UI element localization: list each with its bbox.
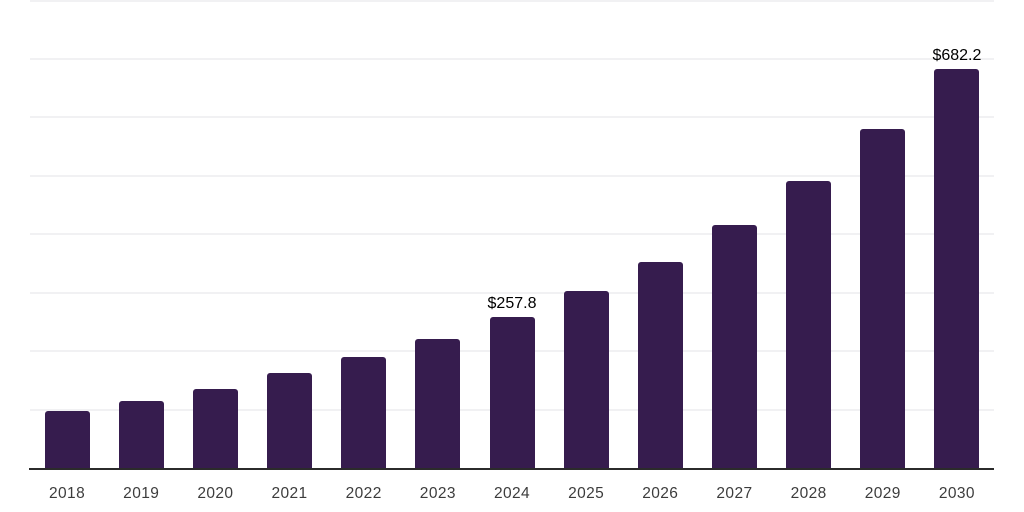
x-tick-2022: 2022 xyxy=(345,485,382,502)
x-tick-2018: 2018 xyxy=(49,485,86,502)
gridline-500 xyxy=(30,174,994,177)
x-tick-2023: 2023 xyxy=(419,485,456,502)
x-tick-2028: 2028 xyxy=(790,485,827,502)
bar-2025 xyxy=(563,291,609,468)
bar-2019 xyxy=(118,400,164,468)
plot-area: 2018 2019 2020 2021 2022 2023 2024 $257.8 2025 20… xyxy=(29,0,994,502)
gridline-600 xyxy=(30,116,994,118)
x-tick-2027: 2027 xyxy=(716,485,753,502)
gridline-800 xyxy=(30,0,994,2)
bar-2030 xyxy=(934,68,980,468)
bar-2024 xyxy=(489,317,535,468)
x-tick-2029: 2029 xyxy=(864,485,901,502)
bar-2021 xyxy=(267,373,313,468)
bar-2027 xyxy=(711,225,757,468)
bar-value-2030: $682.2 xyxy=(932,46,982,64)
x-tick-2020: 2020 xyxy=(197,485,234,502)
bar-2026 xyxy=(637,262,683,468)
gridline-300 xyxy=(30,291,994,294)
bar-2020 xyxy=(192,389,238,468)
x-tick-2026: 2026 xyxy=(642,485,679,502)
x-tick-2025: 2025 xyxy=(568,485,605,502)
x-tick-2019: 2019 xyxy=(123,485,160,502)
gridline-700 xyxy=(30,57,994,60)
x-axis-line xyxy=(29,468,994,470)
bar-2022 xyxy=(341,357,387,468)
bar-2018 xyxy=(44,410,90,468)
x-tick-2021: 2021 xyxy=(271,485,308,502)
bar-value-2024: $257.8 xyxy=(487,295,537,313)
x-tick-2030: 2030 xyxy=(938,485,975,502)
x-tick-2024: 2024 xyxy=(493,485,531,502)
gridline-400 xyxy=(30,233,994,235)
bar-2029 xyxy=(860,129,906,468)
bar-2023 xyxy=(415,339,461,468)
bar-2028 xyxy=(786,181,832,468)
